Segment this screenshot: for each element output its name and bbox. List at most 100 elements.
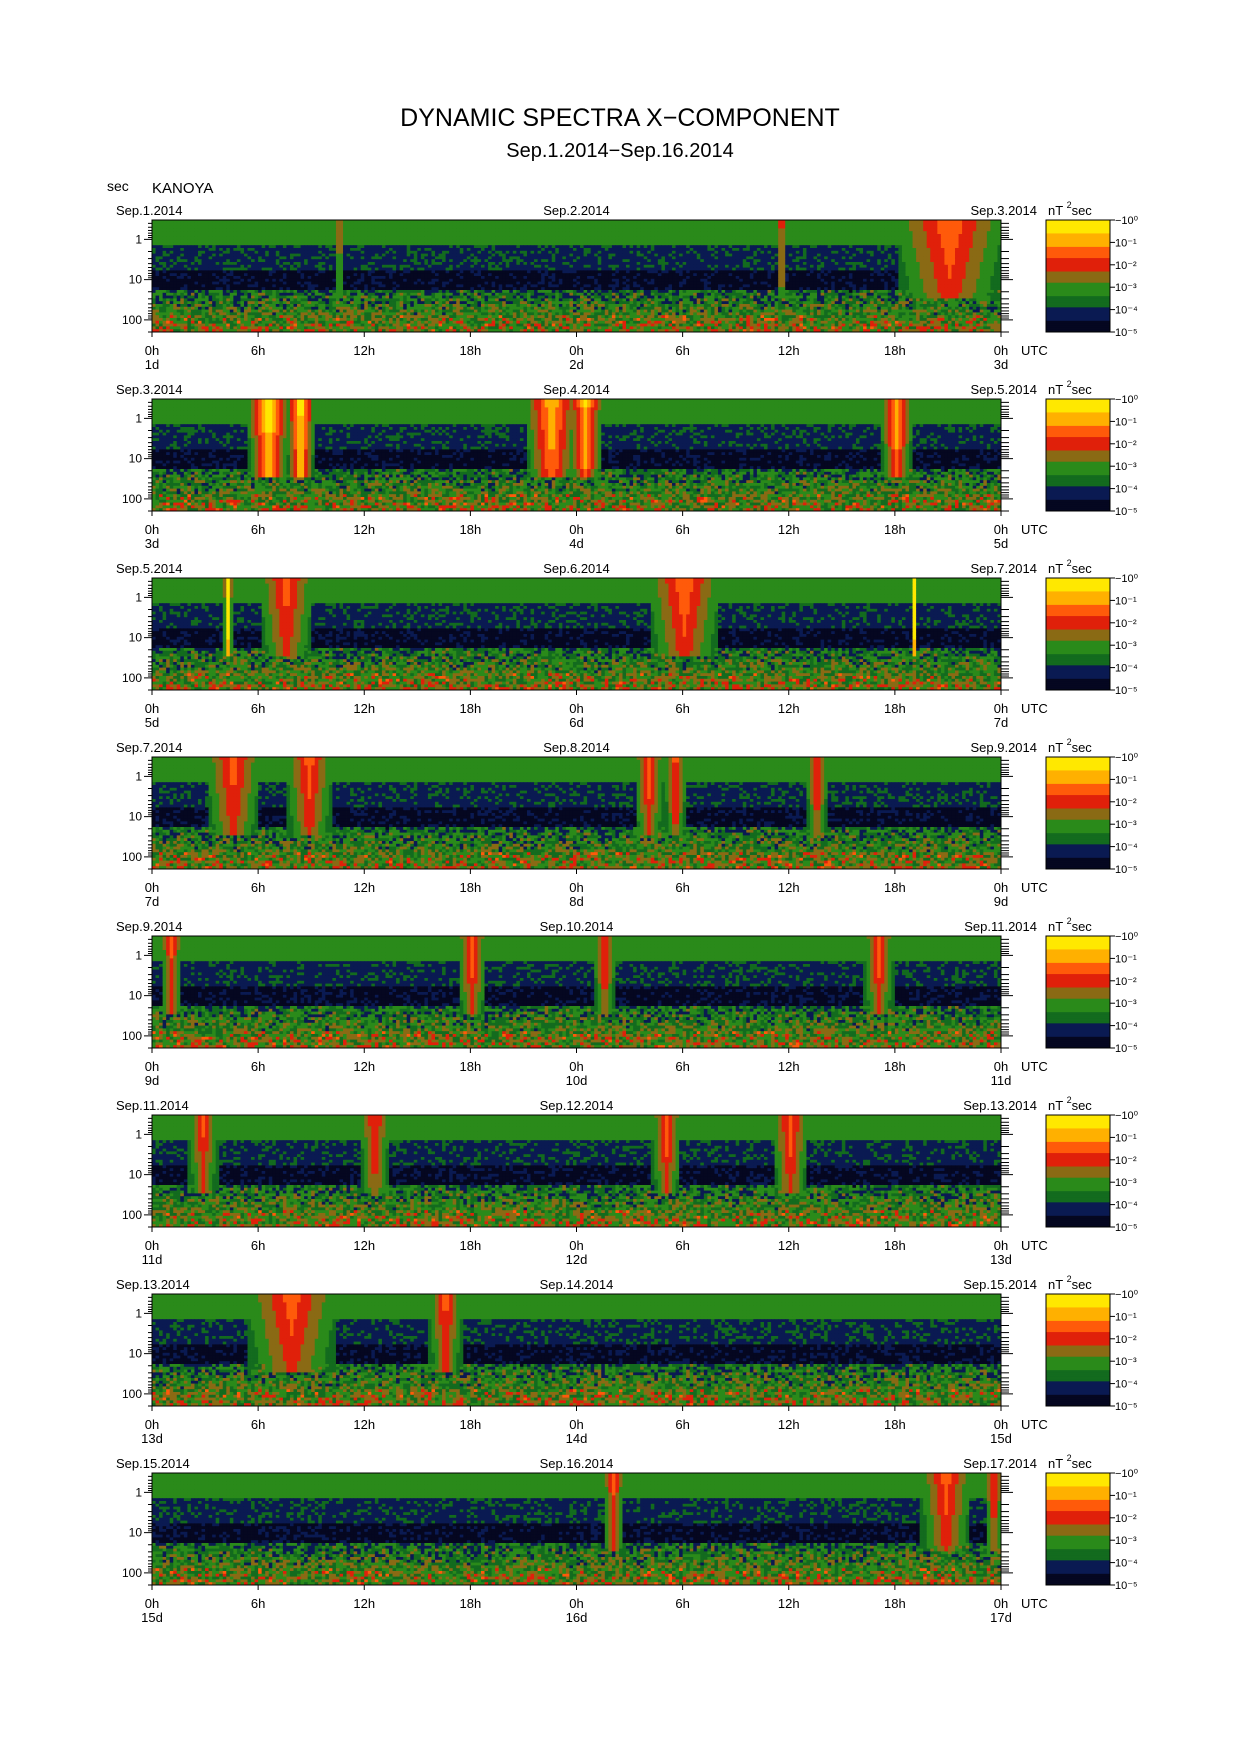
- y-tick-label: 100: [122, 492, 142, 506]
- colorbar-tick-label: 10⁻⁵: [1115, 1401, 1138, 1413]
- colorbar-tick-label: 10⁻⁵: [1115, 1043, 1138, 1055]
- panel-mid-date: Sep.8.2014: [543, 740, 610, 755]
- colorbar-tick-label: −10⁰: [1115, 394, 1139, 406]
- colorbar-unit-label: nT 2sec: [1048, 1095, 1092, 1113]
- x-tick-label: 0h: [994, 1238, 1008, 1253]
- x-tick-label: 18h: [460, 1238, 482, 1253]
- x-tick-label: 0h: [994, 1059, 1008, 1074]
- x-tick-label: 18h: [460, 880, 482, 895]
- colorbar-tick-label: 10⁻¹: [1115, 774, 1137, 786]
- colorbar-unit-label: nT 2sec: [1048, 1453, 1092, 1471]
- day-label: 13d: [990, 1252, 1012, 1267]
- day-label: 17d: [990, 1610, 1012, 1625]
- x-tick-label: 0h: [569, 1417, 583, 1432]
- panel-end-date: Sep.11.2014: [964, 919, 1037, 934]
- day-label: 13d: [141, 1431, 163, 1446]
- day-label: 11d: [142, 1252, 163, 1267]
- day-label: 3d: [145, 536, 159, 551]
- colorbar-tick-label: 10⁻²: [1115, 260, 1137, 272]
- colorbar-tick-label: 10⁻³: [1115, 1356, 1137, 1368]
- colorbar-tick-label: 10⁻¹: [1115, 237, 1137, 249]
- x-tick-label: 0h: [569, 1059, 583, 1074]
- day-label: 8d: [569, 894, 583, 909]
- utc-label: UTC: [1021, 522, 1048, 537]
- y-tick-label: 1: [135, 590, 142, 604]
- x-tick-label: 0h: [145, 701, 159, 716]
- colorbar-tick-label: −10⁰: [1115, 1289, 1139, 1301]
- x-tick-label: 6h: [675, 343, 689, 358]
- panel-start-date: Sep.13.2014: [116, 1277, 190, 1292]
- colorbar-tick-label: −10⁰: [1115, 931, 1139, 943]
- x-tick-label: 12h: [353, 522, 375, 537]
- y-tick-label: 100: [122, 1029, 142, 1043]
- x-tick-label: 18h: [460, 1596, 482, 1611]
- colorbar-tick-label: −10⁰: [1115, 752, 1139, 764]
- x-tick-label: 0h: [994, 701, 1008, 716]
- colorbar-tick-label: 10⁻³: [1115, 819, 1137, 831]
- x-tick-label: 0h: [569, 343, 583, 358]
- x-tick-label: 0h: [994, 522, 1008, 537]
- y-tick-label: 10: [129, 631, 143, 645]
- colorbar-tick-label: 10⁻¹: [1115, 1132, 1137, 1144]
- panel-start-date: Sep.15.2014: [116, 1456, 190, 1471]
- colorbar-tick-label: 10⁻³: [1115, 1535, 1137, 1547]
- colorbar-unit-label: nT 2sec: [1048, 737, 1092, 755]
- day-label: 15d: [990, 1431, 1012, 1446]
- panel-end-date: Sep.13.2014: [963, 1098, 1037, 1113]
- colorbar-tick-label: 10⁻³: [1115, 640, 1137, 652]
- x-tick-label: 18h: [884, 701, 906, 716]
- x-tick-label: 12h: [353, 343, 375, 358]
- y-tick-label: 1: [135, 948, 142, 962]
- x-tick-label: 6h: [251, 522, 265, 537]
- utc-label: UTC: [1021, 1059, 1048, 1074]
- colorbar-tick-label: 10⁻⁴: [1115, 1200, 1138, 1212]
- x-tick-label: 0h: [145, 343, 159, 358]
- panel-end-date: Sep.17.2014: [963, 1456, 1037, 1471]
- x-tick-label: 12h: [778, 1238, 800, 1253]
- panel-mid-date: Sep.6.2014: [543, 561, 610, 576]
- x-tick-label: 6h: [675, 1238, 689, 1253]
- y-tick-label: 1: [135, 1127, 142, 1141]
- colorbar-tick-label: −10⁰: [1115, 1468, 1139, 1480]
- x-tick-label: 18h: [460, 522, 482, 537]
- day-label: 12d: [566, 1252, 588, 1267]
- utc-label: UTC: [1021, 1238, 1048, 1253]
- x-tick-label: 18h: [884, 880, 906, 895]
- y-tick-label: 10: [129, 452, 143, 466]
- y-tick-label: 100: [122, 1387, 142, 1401]
- panel-start-date: Sep.1.2014: [116, 203, 183, 218]
- y-tick-label: 100: [122, 671, 142, 685]
- panel-start-date: Sep.5.2014: [116, 561, 183, 576]
- x-tick-label: 12h: [778, 1596, 800, 1611]
- panel-end-date: Sep.7.2014: [970, 561, 1037, 576]
- y-tick-label: 1: [135, 411, 142, 425]
- utc-label: UTC: [1021, 1417, 1048, 1432]
- x-tick-label: 0h: [145, 522, 159, 537]
- panel-end-date: Sep.9.2014: [970, 740, 1037, 755]
- colorbar-tick-label: 10⁻⁵: [1115, 1222, 1138, 1234]
- x-tick-label: 0h: [569, 522, 583, 537]
- panel-start-date: Sep.9.2014: [116, 919, 183, 934]
- x-tick-label: 6h: [675, 1059, 689, 1074]
- x-tick-label: 12h: [778, 1417, 800, 1432]
- x-tick-label: 12h: [353, 1238, 375, 1253]
- day-label: 16d: [566, 1610, 588, 1625]
- day-label: 11d: [991, 1073, 1012, 1088]
- colorbar-tick-label: 10⁻³: [1115, 998, 1137, 1010]
- colorbar-unit-label: nT 2sec: [1048, 200, 1092, 218]
- day-label: 1d: [145, 357, 159, 372]
- x-tick-label: 0h: [145, 1059, 159, 1074]
- colorbar-tick-label: 10⁻⁴: [1115, 1379, 1138, 1391]
- x-tick-label: 0h: [994, 1596, 1008, 1611]
- colorbar-tick-label: 10⁻¹: [1115, 953, 1137, 965]
- colorbar-tick-label: 10⁻¹: [1115, 1311, 1137, 1323]
- x-tick-label: 12h: [353, 880, 375, 895]
- colorbar-tick-label: 10⁻⁵: [1115, 685, 1138, 697]
- colorbar-tick-label: −10⁰: [1115, 1110, 1139, 1122]
